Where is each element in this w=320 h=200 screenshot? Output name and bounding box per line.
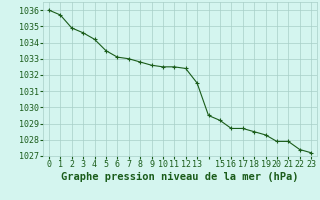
X-axis label: Graphe pression niveau de la mer (hPa): Graphe pression niveau de la mer (hPa) [61, 172, 299, 182]
